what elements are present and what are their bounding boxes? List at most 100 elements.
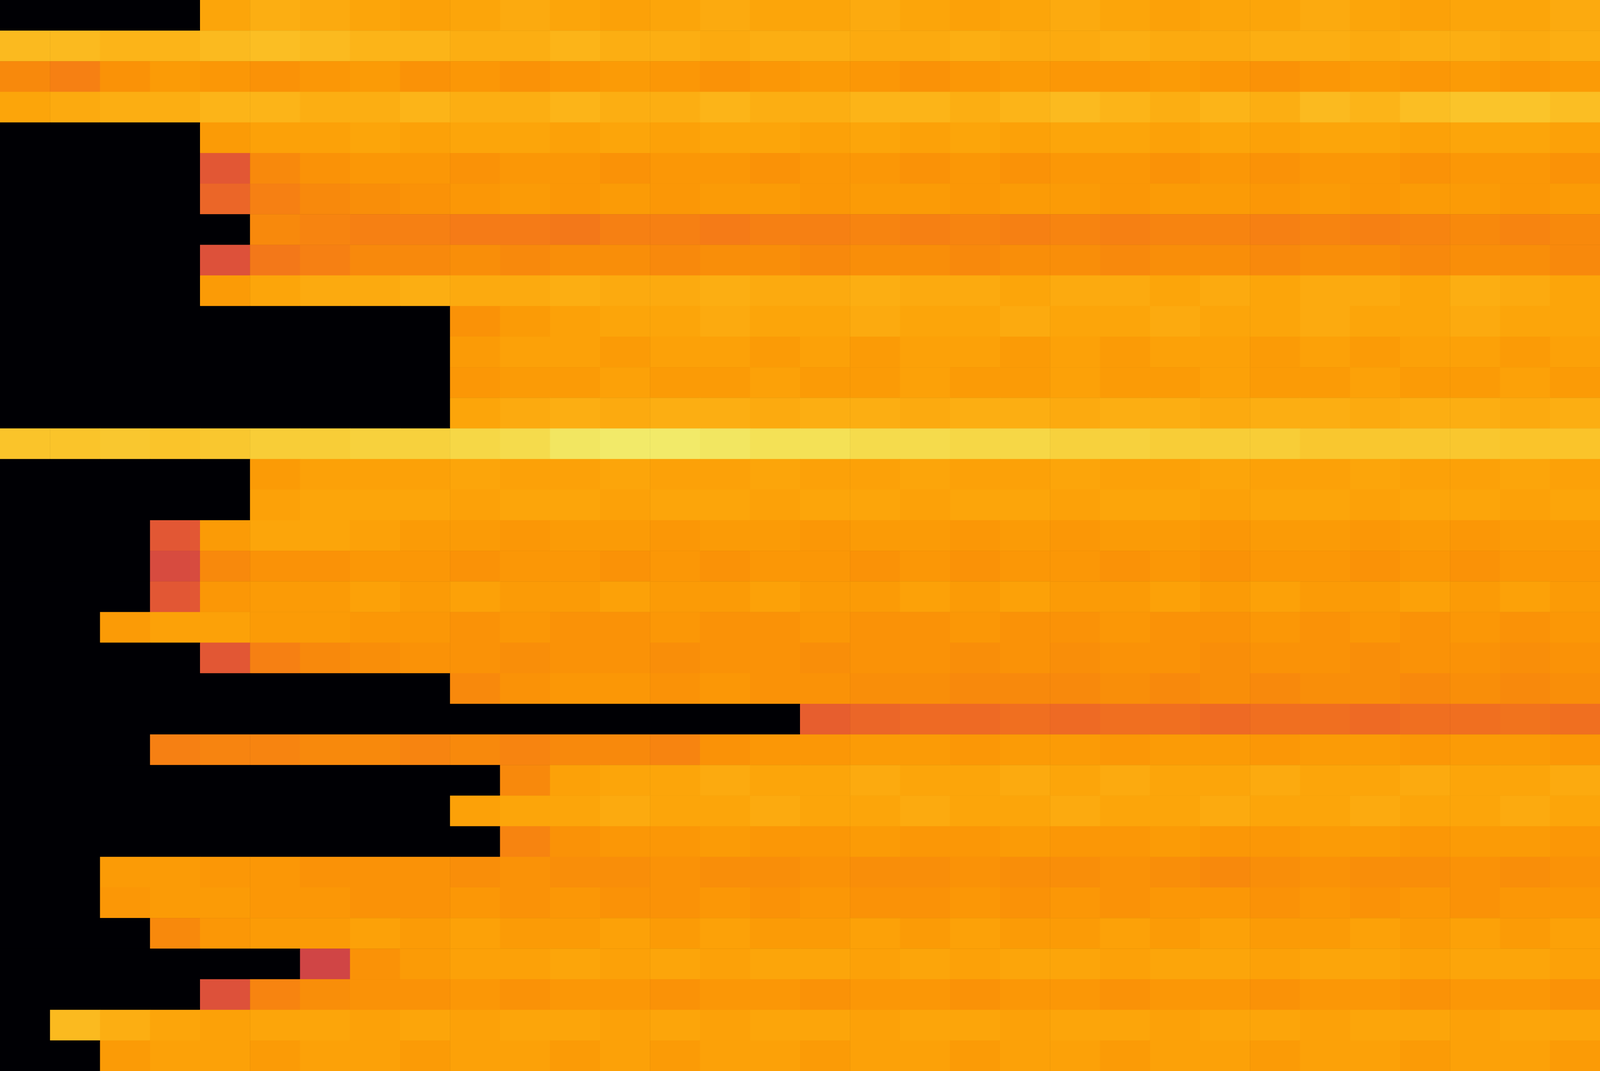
heatmap-cell (1200, 428, 1251, 460)
heatmap-cell (49, 795, 101, 827)
heatmap-cell (300, 336, 351, 368)
heatmap-cell (1150, 887, 1201, 919)
heatmap-cell (1449, 948, 1501, 980)
heatmap-cell (1500, 673, 1551, 705)
heatmap-cell (1449, 183, 1501, 215)
heatmap-cell (1049, 550, 1101, 582)
heatmap-cell (49, 918, 101, 950)
heatmap-cell (600, 826, 651, 858)
heatmap-cell (800, 459, 851, 491)
heatmap-cell (800, 397, 851, 429)
heatmap-cell (550, 979, 601, 1011)
heatmap-cell (1249, 489, 1301, 521)
heatmap-cell (1500, 489, 1551, 521)
heatmap-cell (649, 520, 701, 552)
heatmap-cell (1300, 765, 1351, 797)
heatmap-cell (100, 92, 151, 124)
heatmap-cell (500, 1040, 551, 1071)
heatmap-cell (449, 367, 501, 399)
heatmap-cell (600, 214, 651, 246)
heatmap-cell (1400, 367, 1451, 399)
heatmap-cell (1449, 122, 1501, 154)
heatmap-cell (550, 643, 601, 674)
heatmap-cell (1200, 244, 1251, 276)
heatmap-cell (500, 275, 551, 307)
heatmap-cell (1350, 550, 1401, 582)
heatmap-cell (700, 244, 751, 276)
heatmap-cell (849, 306, 901, 338)
heatmap-cell (1350, 92, 1401, 124)
heatmap-cell (500, 704, 551, 736)
heatmap-cell (500, 428, 551, 460)
heatmap-cell (900, 61, 951, 93)
heatmap-cell (1300, 673, 1351, 705)
heatmap-cell (200, 336, 251, 368)
heatmap-cell (600, 122, 651, 154)
heatmap-cell (200, 428, 251, 460)
heatmap-cell (649, 550, 701, 582)
heatmap-cell (1400, 30, 1451, 62)
heatmap-cell (649, 1010, 701, 1042)
heatmap-cell (1049, 61, 1101, 93)
heatmap-cell (900, 183, 951, 215)
heatmap-cell (300, 122, 351, 154)
heatmap-cell (700, 459, 751, 491)
heatmap-cell (400, 459, 451, 491)
heatmap-cell (1350, 612, 1401, 644)
heatmap-cell (649, 336, 701, 368)
heatmap-cell (649, 581, 701, 613)
heatmap-cell (849, 1010, 901, 1042)
heatmap-cell (900, 581, 951, 613)
heatmap-cell (150, 459, 201, 491)
heatmap-cell (1300, 857, 1351, 889)
heatmap-cell (1150, 734, 1201, 766)
heatmap-cell (900, 948, 951, 980)
heatmap-cell (350, 704, 401, 736)
heatmap-cell (150, 826, 201, 858)
heatmap-cell (350, 336, 401, 368)
heatmap-cell (950, 795, 1001, 827)
heatmap-cell (49, 275, 101, 307)
heatmap-cell (49, 122, 101, 154)
heatmap-cell (1200, 887, 1251, 919)
heatmap-cell (1150, 826, 1201, 858)
heatmap-cell (900, 397, 951, 429)
heatmap-cell (150, 61, 201, 93)
heatmap-cell (150, 428, 201, 460)
heatmap-cell (200, 979, 251, 1011)
heatmap-cell (550, 581, 601, 613)
heatmap-cell (700, 1040, 751, 1071)
heatmap-cell (1400, 918, 1451, 950)
heatmap-cell (249, 244, 301, 276)
heatmap-cell (600, 795, 651, 827)
heatmap-cell (1000, 336, 1051, 368)
heatmap-cell (750, 826, 801, 858)
heatmap-cell (750, 367, 801, 399)
heatmap-cell (950, 765, 1001, 797)
heatmap-cell (500, 306, 551, 338)
heatmap-cell (600, 673, 651, 705)
heatmap-cell (449, 0, 501, 31)
heatmap-cell (1200, 459, 1251, 491)
heatmap-cell (900, 520, 951, 552)
heatmap-cell (700, 979, 751, 1011)
heatmap-cell (1350, 734, 1401, 766)
heatmap-cell (49, 92, 101, 124)
heatmap-cell (849, 214, 901, 246)
heatmap-cell (700, 826, 751, 858)
heatmap-cell (649, 673, 701, 705)
heatmap-cell (49, 336, 101, 368)
heatmap-cell (700, 734, 751, 766)
heatmap-cell (1049, 704, 1101, 736)
heatmap-cell (900, 459, 951, 491)
heatmap-cell (1449, 336, 1501, 368)
heatmap-cell (700, 153, 751, 185)
heatmap-cell (1449, 704, 1501, 736)
heatmap-cell (449, 1040, 501, 1071)
heatmap-cell (1500, 643, 1551, 674)
heatmap-cell (1550, 122, 1600, 154)
heatmap-cell (150, 612, 201, 644)
heatmap-cell (500, 918, 551, 950)
heatmap-cell (900, 30, 951, 62)
heatmap-cell (300, 153, 351, 185)
